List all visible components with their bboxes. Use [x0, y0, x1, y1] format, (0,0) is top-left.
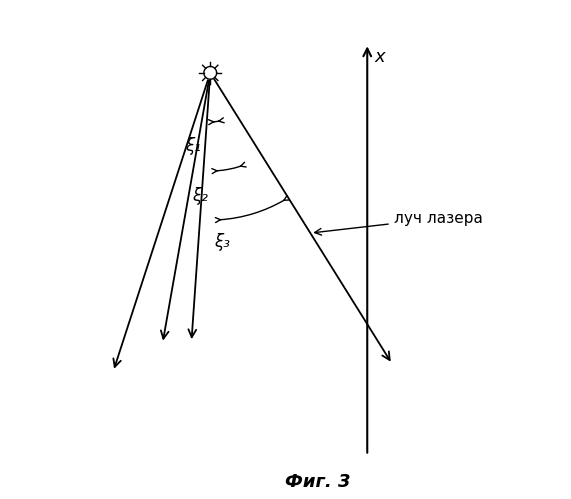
Text: ξ₁: ξ₁ — [186, 137, 202, 155]
Polygon shape — [204, 66, 216, 79]
Text: Фиг. 3: Фиг. 3 — [286, 474, 351, 492]
Text: ξ₃: ξ₃ — [214, 233, 230, 251]
Text: x: x — [375, 48, 385, 66]
Text: луч лазера: луч лазера — [315, 211, 482, 235]
Text: ξ₂: ξ₂ — [192, 187, 208, 205]
